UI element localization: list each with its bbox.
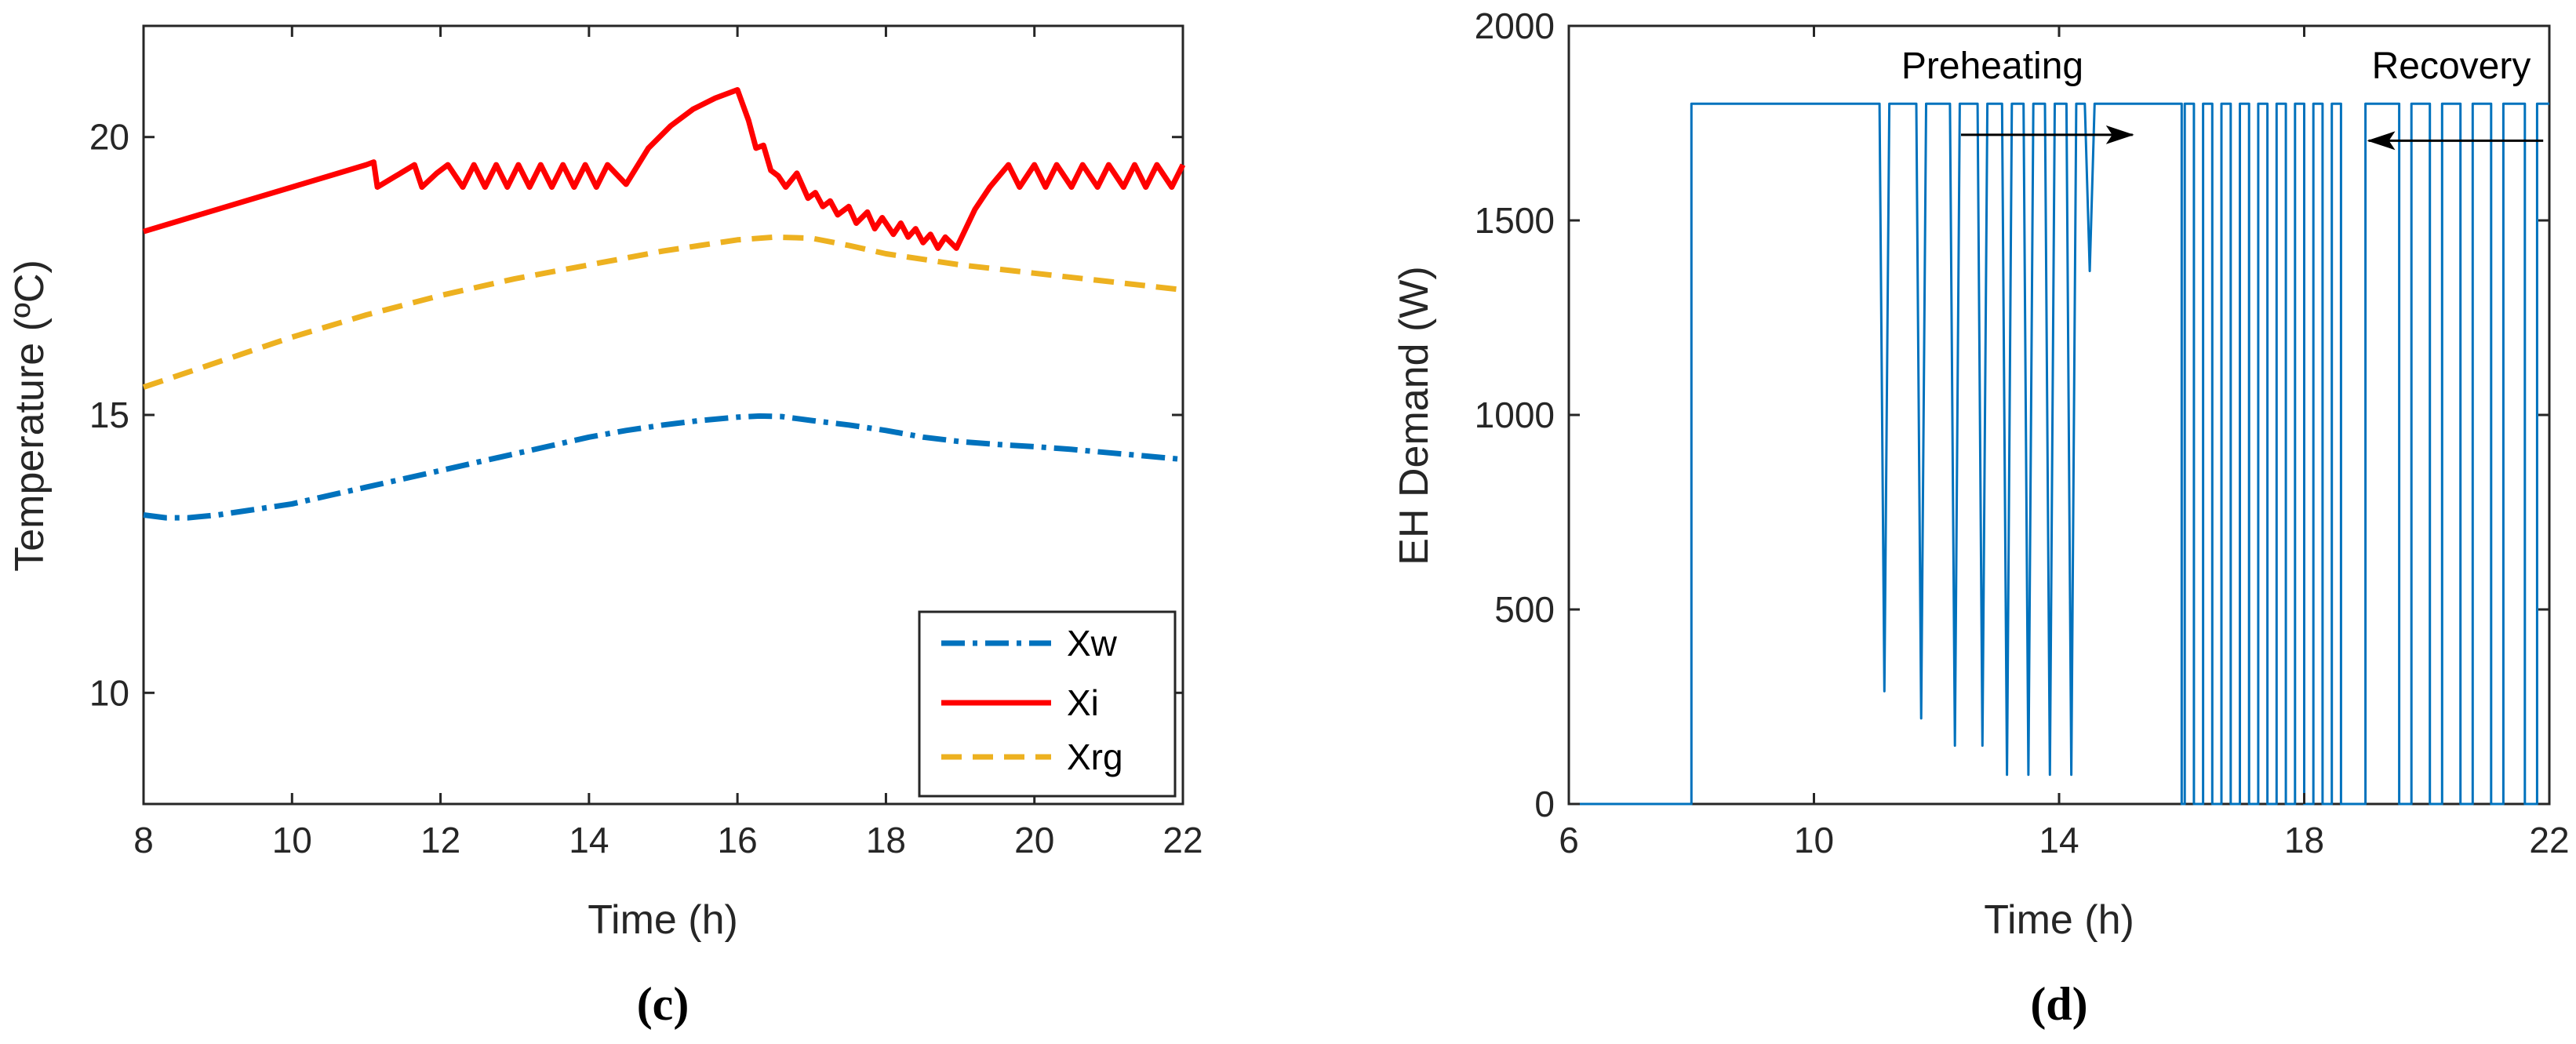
y-tick-label: 2000 bbox=[1475, 5, 1555, 46]
chart-d-annotations: Preheating Recovery bbox=[1901, 45, 2544, 151]
y-tick-label: 0 bbox=[1534, 784, 1555, 824]
x-tick-label: 12 bbox=[420, 820, 460, 860]
x-tick-label: 22 bbox=[1162, 820, 1202, 860]
y-tick-label: 20 bbox=[89, 117, 129, 158]
x-tick-label: 14 bbox=[2039, 820, 2079, 860]
y-tick-label: 1000 bbox=[1475, 395, 1555, 435]
x-tick-label: 18 bbox=[866, 820, 906, 860]
chart-d-xlabel: Time (h) bbox=[1984, 897, 2134, 943]
chart-c: 8 10 12 14 16 18 20 22 10 15 20 Time (h) Temperatu… bbox=[7, 24, 1203, 1030]
x-tick-label: 22 bbox=[2529, 820, 2569, 860]
chart-c-xlabel: Time (h) bbox=[588, 897, 738, 943]
y-tick-label: 10 bbox=[89, 672, 129, 713]
chart-d-ylabel: EH Demand (W) bbox=[1392, 266, 1437, 565]
series-line-xrg bbox=[142, 234, 1184, 390]
chart-d: 6 10 14 18 22 0 500 1000 1500 2000 Preheating Reco… bbox=[1392, 5, 2570, 1030]
x-tick-label: 20 bbox=[1014, 820, 1054, 860]
x-tick-label: 18 bbox=[2284, 820, 2324, 860]
annotation-label: Recovery bbox=[2372, 45, 2531, 87]
legend-label-xrg: Xrg bbox=[1067, 737, 1123, 777]
x-tick-label: 10 bbox=[272, 820, 312, 860]
y-tick-label: 1500 bbox=[1475, 200, 1555, 241]
chart-c-ylabel: Temperature (ºC) bbox=[7, 260, 53, 572]
series-line-xi bbox=[142, 87, 1186, 251]
y-tick-label: 500 bbox=[1494, 589, 1555, 630]
chart-d-caption: (d) bbox=[2030, 978, 2087, 1030]
x-tick-label: 6 bbox=[1559, 820, 1579, 860]
annotation-label: Preheating bbox=[1901, 45, 2083, 87]
chart-d-frame bbox=[1567, 24, 2551, 806]
chart-c-legend: Xw Xi Xrg bbox=[918, 610, 1177, 798]
x-tick-label: 8 bbox=[133, 820, 154, 860]
legend-label-xi: Xi bbox=[1067, 682, 1099, 723]
chart-c-caption: (c) bbox=[637, 978, 689, 1030]
chart-d-series-group bbox=[1569, 102, 2549, 806]
series-line-eh-demand bbox=[1569, 102, 2549, 806]
x-tick-label: 14 bbox=[569, 820, 609, 860]
chart-d-ticks: 6 10 14 18 22 0 500 1000 1500 2000 bbox=[1475, 5, 2570, 860]
x-tick-label: 16 bbox=[718, 820, 758, 860]
chart-c-series-group bbox=[142, 87, 1186, 521]
x-tick-label: 10 bbox=[1794, 820, 1834, 860]
y-tick-label: 15 bbox=[89, 395, 129, 435]
series-line-xw bbox=[143, 413, 1184, 521]
legend-label-xw: Xw bbox=[1067, 623, 1118, 664]
chart-c-ticks: 8 10 12 14 16 18 20 22 10 15 20 bbox=[89, 26, 1203, 860]
